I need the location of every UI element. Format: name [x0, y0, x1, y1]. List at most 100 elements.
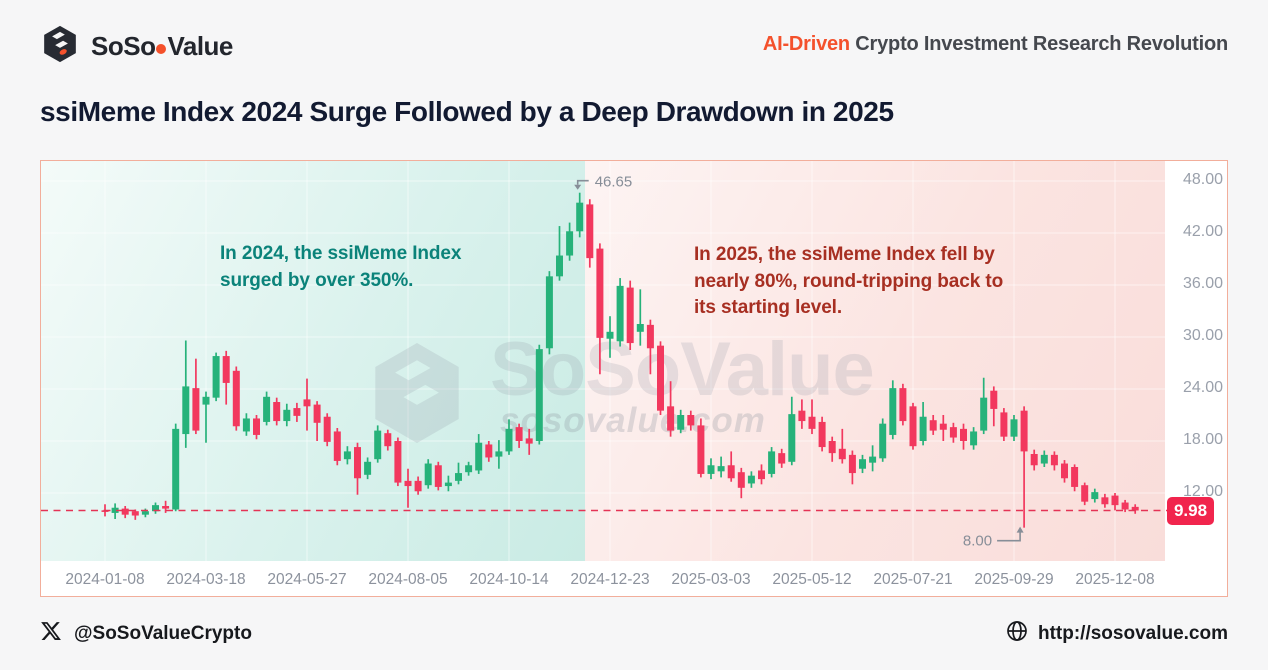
footer-right: http://sosovalue.com — [1006, 620, 1228, 648]
candle — [677, 409, 685, 434]
candle — [273, 397, 281, 426]
candle — [717, 456, 725, 478]
footer-left: @SoSoValueCrypto — [40, 620, 252, 648]
candle — [374, 425, 382, 463]
candle — [596, 243, 604, 375]
candle — [980, 377, 988, 435]
candle — [1000, 408, 1008, 441]
candle — [394, 437, 402, 487]
candle — [737, 467, 745, 499]
candle — [323, 413, 331, 447]
candle — [929, 415, 937, 435]
trough-label: 8.00 — [963, 533, 992, 550]
candle — [768, 447, 776, 478]
x-axis-label: 2024-03-18 — [166, 571, 246, 588]
x-axis-label: 2025-05-12 — [772, 571, 852, 588]
twitter-handle: @SoSoValueCrypto — [74, 623, 252, 644]
candle — [626, 280, 634, 350]
candle — [162, 500, 170, 513]
candle — [1050, 451, 1058, 471]
candle — [485, 441, 493, 462]
x-axis-label: 2024-08-05 — [368, 571, 448, 588]
candle — [535, 344, 543, 445]
y-axis-label: 48.00 — [1183, 171, 1224, 188]
footer: @SoSoValueCrypto http://sosovalue.com — [40, 620, 1228, 650]
tagline-highlight: AI-Driven — [762, 33, 850, 55]
candle — [879, 418, 887, 462]
brand-text-left: SoSo — [91, 31, 156, 61]
candle — [667, 381, 675, 437]
candles-layer: 46.65 8.00 — [41, 174, 1167, 550]
candle — [657, 341, 664, 415]
y-axis-label: 36.00 — [1183, 275, 1224, 292]
candle — [747, 471, 755, 488]
candle — [818, 416, 826, 452]
candle — [848, 450, 856, 485]
candle — [828, 436, 836, 462]
candle — [545, 271, 553, 355]
candle — [727, 451, 735, 482]
y-axis-label: 18.00 — [1183, 431, 1224, 448]
x-axis-label: 2025-09-29 — [974, 571, 1054, 588]
candle — [525, 428, 533, 455]
candle — [758, 464, 765, 485]
candle — [889, 380, 897, 440]
zone-2025-drawdown — [584, 161, 1165, 561]
candle — [333, 428, 341, 466]
candle — [1030, 449, 1038, 471]
trough-arrow-icon — [997, 531, 1021, 542]
candle — [121, 506, 129, 519]
candle — [1010, 415, 1018, 441]
candle — [697, 418, 705, 478]
x-axis-label: 2024-01-08 — [65, 571, 145, 588]
candle — [707, 458, 715, 480]
x-axis-label: 2024-05-27 — [267, 571, 347, 588]
candle — [909, 402, 917, 450]
candle — [283, 403, 291, 427]
globe-icon — [1006, 620, 1028, 648]
candle — [495, 440, 503, 469]
candle — [869, 445, 877, 472]
brand: SoSo Value — [40, 24, 233, 69]
y-axis-label: 30.00 — [1183, 327, 1224, 344]
candle — [556, 226, 563, 281]
header: SoSo Value AI-Driven Crypto Investment R… — [40, 24, 1228, 68]
candle — [960, 423, 967, 450]
zone-2024-surge — [41, 161, 585, 561]
candle — [576, 192, 584, 238]
candle — [899, 383, 907, 426]
candle — [919, 402, 927, 446]
y-axis-label: 12.00 — [1183, 483, 1224, 500]
peak-label: 46.65 — [595, 174, 633, 191]
x-logo-icon — [40, 620, 62, 648]
candle — [1040, 450, 1048, 467]
candle — [859, 454, 866, 474]
chart-card: SoSoValue sosovalue.com 46.65 8.00 In 202… — [40, 160, 1228, 597]
candle — [949, 422, 957, 443]
candle — [1061, 460, 1068, 483]
candle — [263, 391, 271, 426]
candle — [202, 391, 210, 443]
candle — [808, 399, 816, 435]
candle — [293, 402, 301, 422]
candle — [212, 352, 220, 402]
candle — [1081, 482, 1089, 506]
plot-area: SoSoValue sosovalue.com 46.65 8.00 In 202… — [41, 161, 1167, 561]
candle — [687, 410, 695, 431]
page-title: ssiMeme Index 2024 Surge Followed by a D… — [40, 96, 894, 127]
candle — [192, 358, 200, 435]
candle — [505, 419, 513, 455]
candle — [354, 442, 361, 495]
candle — [636, 289, 644, 346]
candle — [1131, 504, 1139, 514]
candle — [455, 462, 462, 485]
x-axis-label: 2025-07-21 — [873, 571, 953, 588]
candle — [798, 399, 806, 429]
candle — [232, 366, 240, 431]
y-axis-label: 42.00 — [1183, 223, 1224, 240]
x-axis-label: 2025-12-08 — [1075, 571, 1155, 588]
candle — [242, 413, 250, 436]
candle — [384, 429, 392, 451]
candle — [404, 468, 412, 508]
